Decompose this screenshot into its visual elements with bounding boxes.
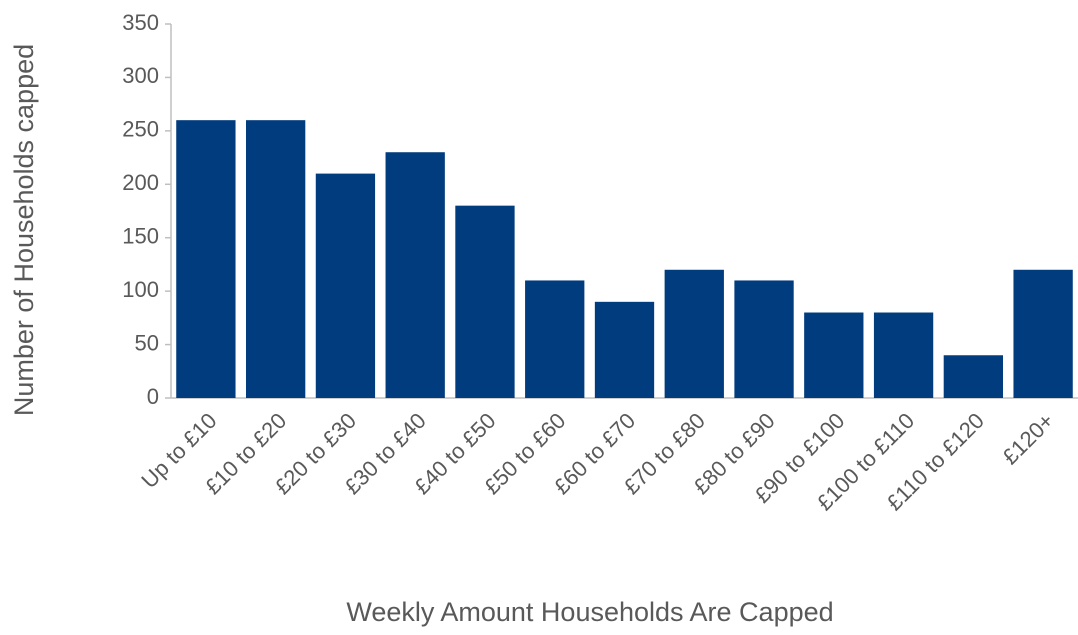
bar xyxy=(943,355,1003,398)
y-tick-label: 100 xyxy=(122,277,159,302)
bar xyxy=(734,280,794,398)
bar xyxy=(804,312,864,398)
bar xyxy=(873,312,934,398)
bar xyxy=(176,120,236,399)
bar xyxy=(246,120,306,399)
y-tick-label: 250 xyxy=(122,117,159,142)
bar xyxy=(455,205,515,398)
bar xyxy=(315,173,376,398)
y-tick-label: 300 xyxy=(122,63,159,88)
y-tick-label: 150 xyxy=(122,224,159,249)
y-tick-label: 200 xyxy=(122,170,159,195)
bar xyxy=(385,152,445,398)
bar xyxy=(664,269,724,398)
y-axis-title: Number of Households capped xyxy=(9,44,39,416)
x-axis-title: Weekly Amount Households Are Capped xyxy=(346,597,833,627)
x-tick-label: £120+ xyxy=(997,408,1058,469)
bar xyxy=(1013,269,1073,398)
y-tick-label: 50 xyxy=(135,330,159,355)
bar xyxy=(594,301,655,398)
y-tick-label: 0 xyxy=(147,384,159,409)
y-tick-label: 350 xyxy=(122,10,159,35)
bar xyxy=(525,280,585,398)
